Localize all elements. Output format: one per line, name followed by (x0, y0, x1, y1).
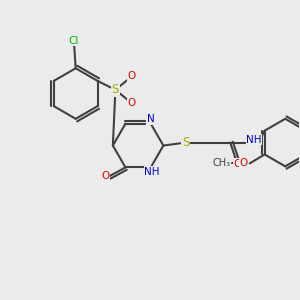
Text: CH₃: CH₃ (212, 158, 230, 168)
Text: O: O (101, 171, 110, 181)
Text: O: O (234, 159, 242, 169)
Text: O: O (240, 158, 248, 168)
Text: O: O (128, 71, 136, 81)
Text: N: N (147, 114, 154, 124)
Text: S: S (182, 136, 189, 149)
Text: Cl: Cl (68, 36, 79, 46)
Text: NH: NH (246, 135, 262, 145)
Text: O: O (128, 98, 136, 108)
Text: NH: NH (145, 167, 160, 177)
Text: S: S (112, 83, 119, 96)
